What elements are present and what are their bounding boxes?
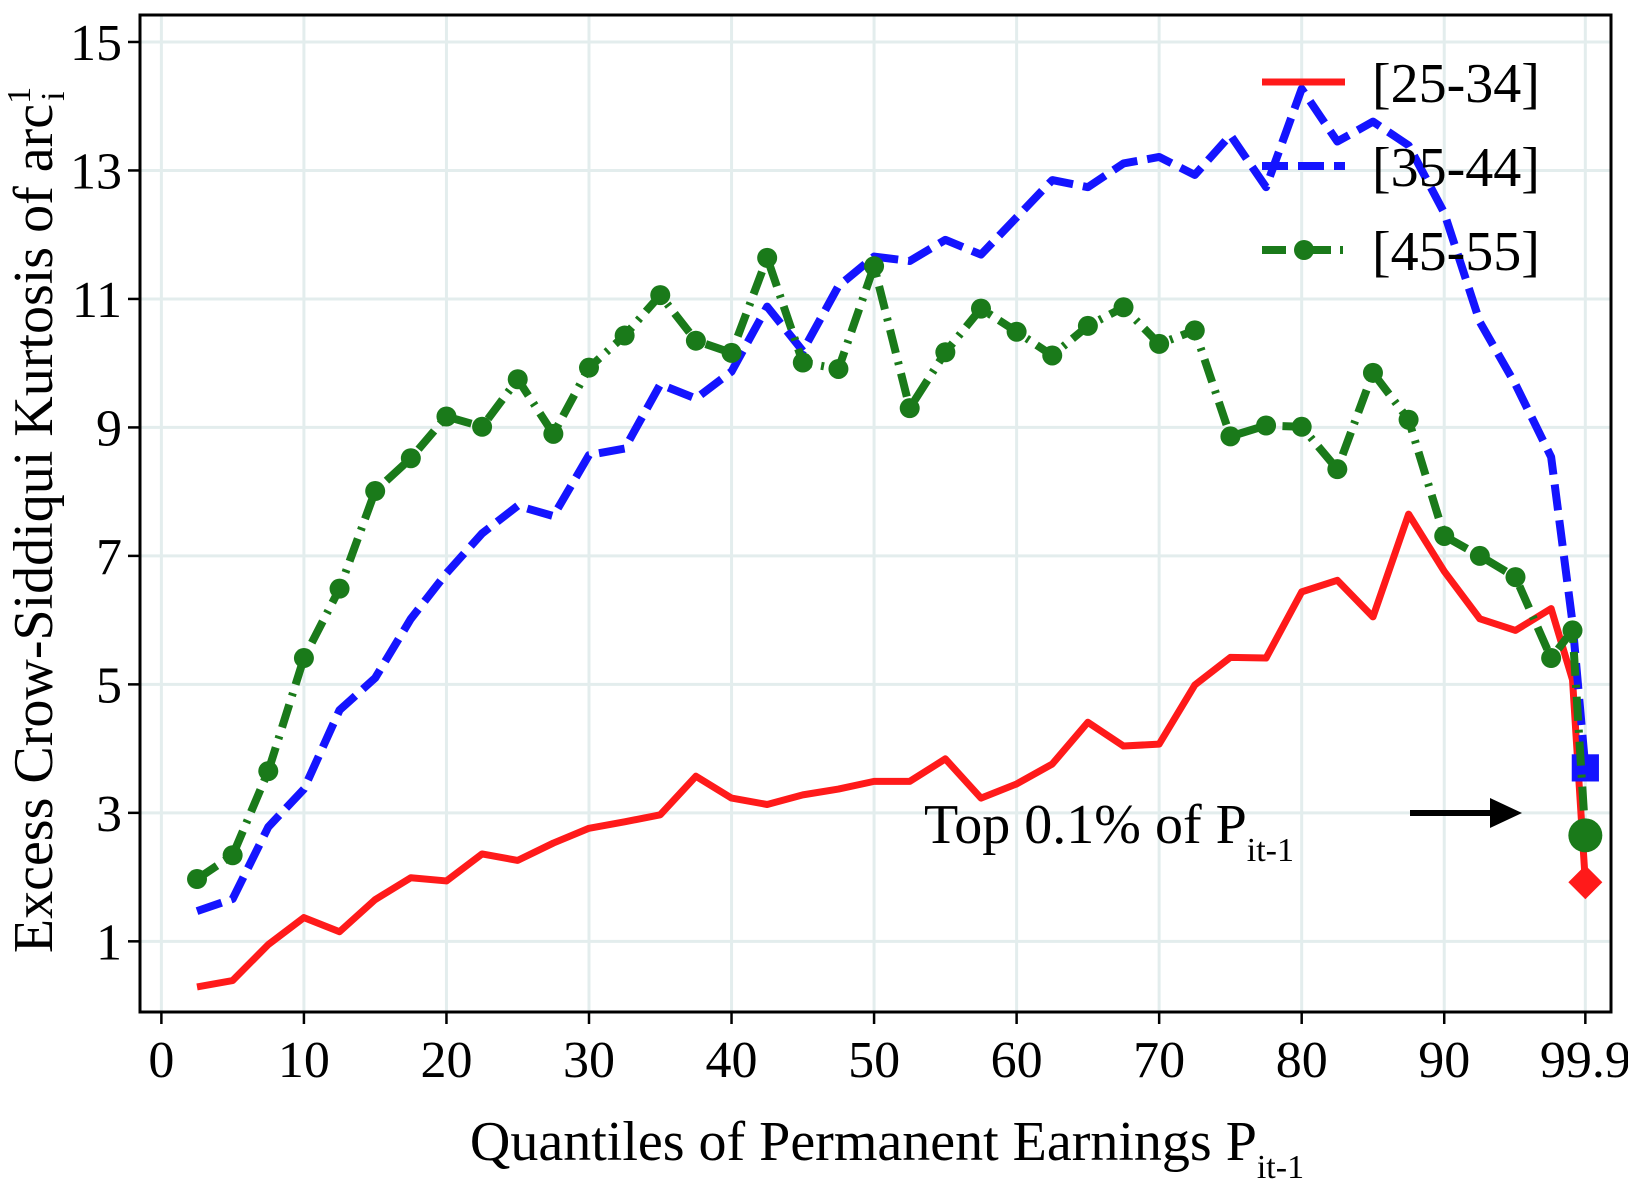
x-tick-label: 20: [420, 1032, 472, 1089]
point: [258, 761, 279, 782]
x-tick-label: 99.9: [1540, 1032, 1628, 1089]
y-tick-label: 11: [72, 272, 122, 329]
point: [864, 256, 885, 277]
annotation-arrowhead: [1490, 798, 1522, 828]
x-tick-label: 70: [1133, 1032, 1185, 1089]
marker-diamond: [1568, 865, 1603, 900]
x-tick-label: 40: [706, 1032, 758, 1089]
y-tick-label: 5: [96, 657, 122, 714]
point: [1327, 459, 1348, 480]
y-tick-label: 15: [70, 15, 122, 72]
point: [1220, 426, 1241, 447]
y-label-superscript: 1: [1, 87, 38, 104]
point: [1362, 362, 1383, 383]
plot-frame: [138, 13, 1613, 1014]
y-tick-label: 3: [96, 786, 122, 843]
y-axis-label: Excess Crow-Siddiqui Kurtosis of arc1i: [1, 87, 72, 953]
point: [1149, 333, 1170, 354]
x-tick-label: 80: [1276, 1032, 1328, 1089]
y-tick-label: 1: [96, 914, 122, 971]
y-label-subscript: i: [35, 91, 72, 100]
x-tick-label: 30: [563, 1032, 615, 1089]
point: [293, 648, 314, 669]
point: [1077, 315, 1098, 336]
series-line: [195, 84, 1590, 915]
point: [187, 869, 208, 890]
legend-label: [25-34]: [1372, 53, 1540, 115]
point: [1042, 345, 1063, 366]
annotation-text: Top 0.1% of P: [924, 794, 1247, 856]
series-line: [194, 253, 1590, 883]
point: [1006, 321, 1027, 342]
point: [1256, 415, 1277, 436]
annotation: Top 0.1% of Pit-1: [924, 794, 1294, 869]
point: [472, 416, 493, 437]
point: [543, 423, 564, 444]
point: [436, 406, 457, 427]
x-tick-label: 90: [1418, 1032, 1470, 1089]
point: [721, 342, 742, 363]
point: [828, 358, 849, 379]
y-label-text: Excess Crow-Siddiqui Kurtosis of arc: [3, 104, 65, 953]
x-label-subscript: it-1: [1257, 1149, 1304, 1186]
x-axis-label: Quantiles of Permanent Earnings Pit-1: [470, 1111, 1304, 1186]
point: [757, 247, 778, 268]
point: [1541, 648, 1562, 669]
marker-square: [1571, 754, 1599, 782]
y-tick-label: 13: [70, 143, 122, 200]
point: [1291, 416, 1312, 437]
point: [650, 285, 671, 306]
x-tick-label: 10: [278, 1032, 330, 1089]
point: [899, 398, 920, 419]
point: [365, 481, 386, 502]
point: [400, 448, 421, 469]
x-label-text: Quantiles of Permanent Earnings P: [470, 1111, 1257, 1173]
point: [685, 330, 706, 351]
marker-circle: [1568, 818, 1603, 853]
point: [792, 352, 813, 373]
y-tick-label: 7: [96, 529, 122, 586]
annotation-subscript: it-1: [1247, 832, 1294, 869]
point: [1505, 567, 1526, 588]
point: [329, 578, 350, 599]
point: [1113, 297, 1134, 318]
point: [1184, 320, 1205, 341]
legend-label: [35-44]: [1372, 137, 1540, 199]
x-tick-label: 0: [148, 1032, 174, 1089]
point: [614, 325, 635, 346]
point: [578, 357, 599, 378]
point: [222, 845, 243, 866]
point: [1469, 545, 1490, 566]
point: [507, 369, 528, 390]
x-tick-label: 50: [848, 1032, 900, 1089]
point: [1398, 409, 1419, 430]
legend-label: [45-55]: [1372, 221, 1540, 283]
series-line: [196, 510, 1589, 991]
point: [970, 298, 991, 319]
y-tick-label: 9: [96, 400, 122, 457]
legend-marker: [1294, 240, 1314, 260]
x-tick-label: 60: [991, 1032, 1043, 1089]
point: [935, 342, 956, 363]
point: [1434, 525, 1455, 546]
point: [1562, 620, 1583, 641]
